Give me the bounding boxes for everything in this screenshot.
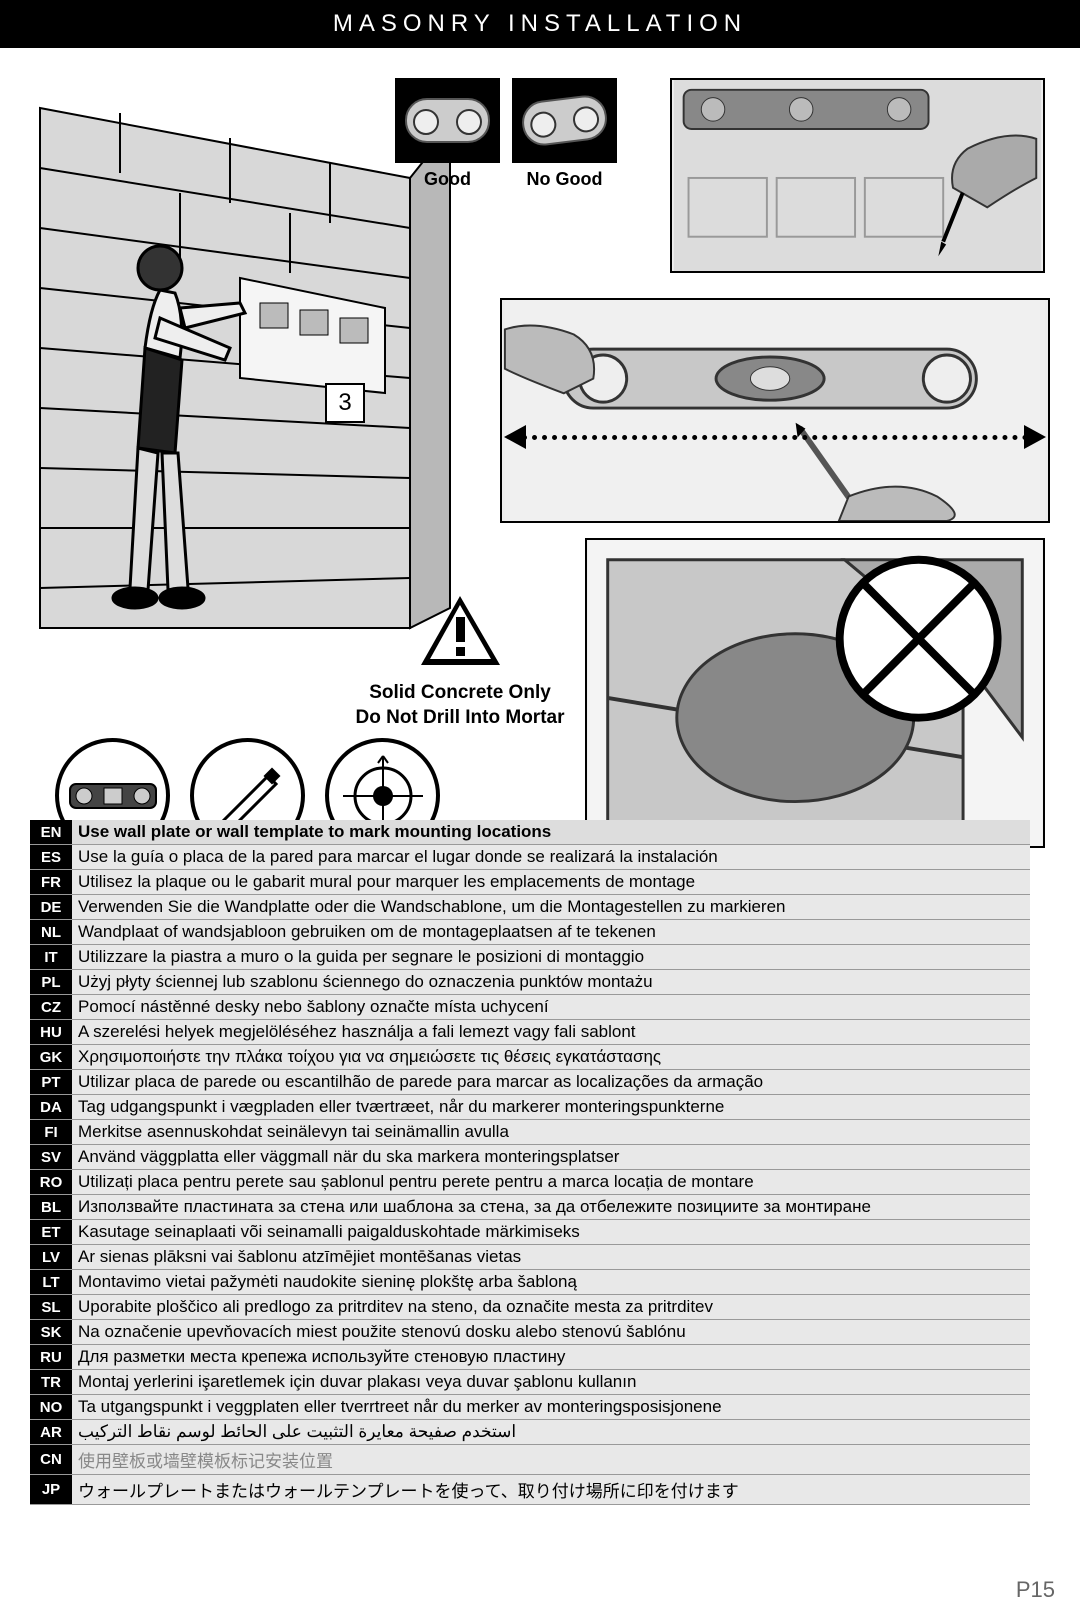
lang-row: ITUtilizzare la piastra a muro o la guid… (30, 945, 1030, 970)
lang-text: Для разметки места крепежа используйте с… (72, 1345, 1030, 1370)
lang-row: HUA szerelési helyek megjelöléséhez hasz… (30, 1020, 1030, 1045)
lang-text: ウォールプレートまたはウォールテンプレートを使って、取り付け場所に印を付けます (72, 1475, 1030, 1505)
lang-text: Use la guía o placa de la pared para mar… (72, 845, 1030, 870)
lang-code: AR (30, 1420, 72, 1445)
lang-code: GK (30, 1045, 72, 1070)
lang-code: SK (30, 1320, 72, 1345)
lang-text: Ta utgangspunkt i veggplaten eller tverr… (72, 1395, 1030, 1420)
lang-row: ENUse wall plate or wall template to mar… (30, 820, 1030, 845)
lang-row: SLUporabite ploščico ali predlogo za pri… (30, 1295, 1030, 1320)
lang-text: Tag udgangspunkt i vægpladen eller tvært… (72, 1095, 1030, 1120)
level-bad-thumb (512, 78, 617, 163)
lang-text: Utilizar placa de parede ou escantilhão … (72, 1070, 1030, 1095)
page-title: MASONRY INSTALLATION (0, 0, 1080, 48)
warning-line1: Solid Concrete Only (350, 681, 570, 706)
lang-row: DATag udgangspunkt i vægpladen eller tvæ… (30, 1095, 1030, 1120)
lang-code: LT (30, 1270, 72, 1295)
lang-code: IT (30, 945, 72, 970)
lang-code: FR (30, 870, 72, 895)
lang-text: استخدم صفيحة معايرة التثبيت على الحائط ل… (72, 1420, 1030, 1445)
lang-code: HU (30, 1020, 72, 1045)
page-number: P15 (1016, 1577, 1055, 1603)
warning-block: Solid Concrete Only Do Not Drill Into Mo… (350, 593, 570, 730)
lang-code: FI (30, 1120, 72, 1145)
lang-code: DE (30, 895, 72, 920)
lang-row: FRUtilisez la plaque ou le gabarit mural… (30, 870, 1030, 895)
lang-row: RUДля разметки места крепежа используйте… (30, 1345, 1030, 1370)
lang-text: Använd väggplatta eller väggmall när du … (72, 1145, 1030, 1170)
lang-row: FIMerkitse asennuskohdat seinälevyn tai … (30, 1120, 1030, 1145)
lang-row: BLИзползвайте пластината за стена или ша… (30, 1195, 1030, 1220)
lang-code: CZ (30, 995, 72, 1020)
lang-text: Verwenden Sie die Wandplatte oder die Wa… (72, 895, 1030, 920)
lang-text: Kasutage seinaplaati või seinamalli paig… (72, 1220, 1030, 1245)
lang-text: Na označenie upevňovacích miest použite … (72, 1320, 1030, 1345)
lang-code: SV (30, 1145, 72, 1170)
language-table: ENUse wall plate or wall template to mar… (30, 820, 1030, 1505)
level-comparison: Good No Good (395, 78, 617, 190)
lang-text: Χρησιμοποιήστε την πλάκα τοίχου για να σ… (72, 1045, 1030, 1070)
lang-code: PT (30, 1070, 72, 1095)
lang-row: LTMontavimo vietai pažymėti naudokite si… (30, 1270, 1030, 1295)
lang-text: Use wall plate or wall template to mark … (72, 820, 1030, 845)
lang-row: JPウォールプレートまたはウォールテンプレートを使って、取り付け場所に印を付けま… (30, 1475, 1030, 1505)
nogood-label: No Good (512, 169, 617, 190)
illustration-area: 3 Good No Good (0, 48, 1080, 818)
lang-code: ES (30, 845, 72, 870)
lang-code: TR (30, 1370, 72, 1395)
lang-text: A szerelési helyek megjelöléséhez haszná… (72, 1020, 1030, 1045)
lang-code: PL (30, 970, 72, 995)
lang-text: Ar sienas plāksni vai šablonu atzīmējiet… (72, 1245, 1030, 1270)
lang-code: NO (30, 1395, 72, 1420)
lang-code: CN (30, 1445, 72, 1475)
lang-text: Użyj płyty ściennej lub szablonu ścienne… (72, 970, 1030, 995)
lang-row: ARاستخدم صفيحة معايرة التثبيت على الحائط… (30, 1420, 1030, 1445)
step-number: 3 (325, 383, 365, 423)
lang-text: Използвайте пластината за стена или шабл… (72, 1195, 1030, 1220)
lang-row: ROUtilizați placa pentru perete sau șabl… (30, 1170, 1030, 1195)
photo-no-mortar (585, 538, 1045, 848)
lang-code: RO (30, 1170, 72, 1195)
photo-leveling (500, 298, 1050, 523)
lang-row: ETKasutage seinaplaati või seinamalli pa… (30, 1220, 1030, 1245)
lang-code: EN (30, 820, 72, 845)
lang-code: ET (30, 1220, 72, 1245)
photo-marking-template (670, 78, 1045, 273)
lang-row: ESUse la guía o placa de la pared para m… (30, 845, 1030, 870)
lang-code: NL (30, 920, 72, 945)
lang-row: NLWandplaat of wandsjabloon gebruiken om… (30, 920, 1030, 945)
lang-text: Merkitse asennuskohdat seinälevyn tai se… (72, 1120, 1030, 1145)
lang-row: SVAnvänd väggplatta eller väggmall när d… (30, 1145, 1030, 1170)
lang-text: Pomocí nástěnné desky nebo šablony označ… (72, 995, 1030, 1020)
good-label: Good (395, 169, 500, 190)
lang-text: 使用壁板或墙壁模板标记安装位置 (72, 1445, 1030, 1475)
lang-text: Utilizzare la piastra a muro o la guida … (72, 945, 1030, 970)
lang-row: NOTa utgangspunkt i veggplaten eller tve… (30, 1395, 1030, 1420)
lang-row: PLUżyj płyty ściennej lub szablonu ścien… (30, 970, 1030, 995)
level-good-thumb (395, 78, 500, 163)
lang-code: RU (30, 1345, 72, 1370)
lang-row: DEVerwenden Sie die Wandplatte oder die … (30, 895, 1030, 920)
lang-code: DA (30, 1095, 72, 1120)
lang-text: Montaj yerlerini işaretlemek için duvar … (72, 1370, 1030, 1395)
lang-row: CZPomocí nástěnné desky nebo šablony ozn… (30, 995, 1030, 1020)
lang-row: TRMontaj yerlerini işaretlemek için duva… (30, 1370, 1030, 1395)
lang-row: GKΧρησιμοποιήστε την πλάκα τοίχου για να… (30, 1045, 1030, 1070)
lang-code: BL (30, 1195, 72, 1220)
lang-text: Utilizați placa pentru perete sau șablon… (72, 1170, 1030, 1195)
lang-text: Wandplaat of wandsjabloon gebruiken om d… (72, 920, 1030, 945)
lang-code: JP (30, 1475, 72, 1505)
lang-code: SL (30, 1295, 72, 1320)
lang-text: Montavimo vietai pažymėti naudokite sien… (72, 1270, 1030, 1295)
lang-row: PTUtilizar placa de parede ou escantilhã… (30, 1070, 1030, 1095)
lang-code: LV (30, 1245, 72, 1270)
lang-row: LVAr sienas plāksni vai šablonu atzīmēji… (30, 1245, 1030, 1270)
lang-row: SKNa označenie upevňovacích miest použit… (30, 1320, 1030, 1345)
warning-line2: Do Not Drill Into Mortar (350, 706, 570, 731)
lang-text: Uporabite ploščico ali predlogo za pritr… (72, 1295, 1030, 1320)
lang-row: CN使用壁板或墙壁模板标记安装位置 (30, 1445, 1030, 1475)
warning-icon (418, 593, 503, 668)
lang-text: Utilisez la plaque ou le gabarit mural p… (72, 870, 1030, 895)
